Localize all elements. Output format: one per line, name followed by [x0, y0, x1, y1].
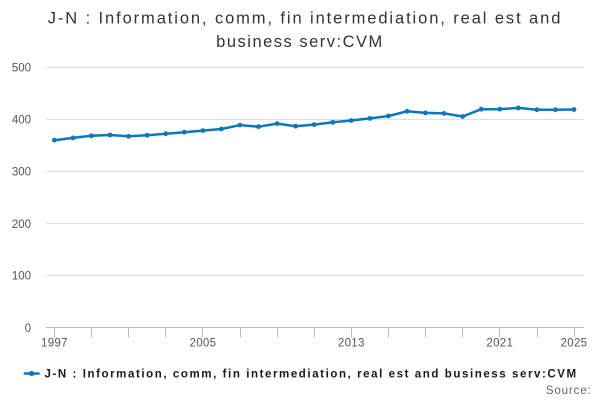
- svg-text:500: 500: [12, 62, 31, 74]
- svg-text:400: 400: [12, 115, 31, 127]
- svg-text:J-N : Information, comm, fin i: J-N : Information, comm, fin intermediat…: [45, 369, 578, 381]
- svg-text:2013: 2013: [338, 337, 365, 349]
- svg-text:300: 300: [12, 167, 31, 179]
- svg-text:2025: 2025: [561, 337, 588, 349]
- svg-text:Source:: Source:: [546, 385, 592, 397]
- svg-text:0: 0: [25, 323, 31, 335]
- svg-text:200: 200: [12, 219, 31, 231]
- svg-text:2021: 2021: [486, 337, 513, 349]
- svg-text:2005: 2005: [190, 337, 217, 349]
- svg-text:100: 100: [12, 271, 31, 283]
- svg-text:1997: 1997: [41, 337, 68, 349]
- svg-text:business serv:CVM: business serv:CVM: [216, 33, 384, 51]
- svg-text:J-N : Information, comm, fin i: J-N : Information, comm, fin intermediat…: [48, 10, 563, 28]
